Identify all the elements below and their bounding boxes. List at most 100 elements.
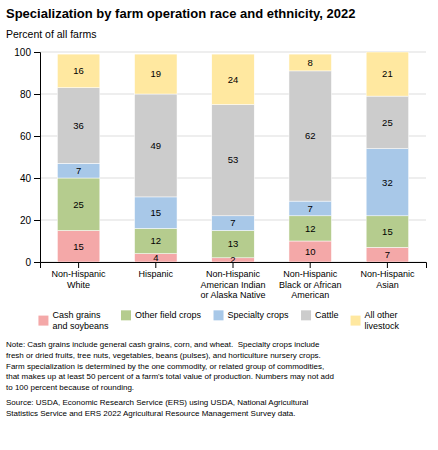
legend-item: All otherlivestock bbox=[351, 310, 400, 331]
annotation-line: Farm specialization is determined by the… bbox=[6, 362, 324, 371]
annotation: Note: Cash grains include general cash g… bbox=[6, 340, 334, 392]
y-tick-mark bbox=[34, 52, 40, 53]
bar-segment bbox=[57, 88, 99, 164]
y-tick-label: 80 bbox=[20, 89, 32, 100]
x-tick: Non-HispanicAmerican Indianor Alaska Nat… bbox=[200, 262, 265, 300]
legend-label-line: Cattle bbox=[315, 310, 339, 320]
bar-segment bbox=[57, 178, 99, 231]
data-label: 12 bbox=[305, 223, 316, 234]
x-tick-label: Non-HispanicWhite bbox=[52, 269, 107, 289]
y-tick-label: 40 bbox=[20, 173, 32, 184]
y-axis-line bbox=[34, 53, 41, 263]
x-tick-label-line: Hispanic bbox=[139, 269, 174, 279]
x-tick-label-line: Non-Hispanic bbox=[206, 269, 261, 279]
x-tick-label-line: Non-Hispanic bbox=[283, 269, 338, 279]
x-tick-mark bbox=[78, 262, 79, 268]
x-tick: Hispanic bbox=[139, 262, 174, 279]
legend-swatch bbox=[351, 316, 361, 326]
x-tick-mark bbox=[233, 262, 234, 268]
y-axis-title: Percent of all farms bbox=[6, 28, 96, 40]
data-label: 7 bbox=[230, 217, 235, 228]
y-tick-mark bbox=[34, 262, 40, 263]
bars bbox=[57, 52, 408, 262]
x-tick-label: Hispanic bbox=[139, 269, 174, 279]
x-tick-label-line: American Indian bbox=[200, 280, 265, 290]
x-tick-label: Non-HispanicAsian bbox=[360, 269, 415, 289]
data-labels: 1542107251213121571577323649536225161924… bbox=[73, 57, 392, 265]
legend-label: Cattle bbox=[315, 310, 339, 320]
data-label: 8 bbox=[308, 57, 313, 68]
x-axis: Non-HispanicWhiteHispanicNon-HispanicAme… bbox=[41, 262, 427, 300]
bar-segment bbox=[289, 241, 331, 262]
x-tick: Non-HispanicAsian bbox=[360, 262, 415, 290]
y-tick: 0 bbox=[25, 257, 40, 268]
legend-item: Specialty crops bbox=[214, 310, 290, 320]
y-tick: 20 bbox=[20, 215, 40, 226]
bar-segment bbox=[135, 197, 177, 229]
data-label: 36 bbox=[73, 120, 84, 131]
data-label: 7 bbox=[308, 203, 313, 214]
x-tick-label: Non-HispanicBlack or AfricanAmerican bbox=[279, 269, 342, 300]
legend-label-line: livestock bbox=[365, 321, 400, 331]
legend-swatch bbox=[301, 310, 311, 320]
bar-segment bbox=[289, 201, 331, 216]
bar-segment bbox=[57, 163, 99, 178]
data-label: 24 bbox=[228, 74, 239, 85]
legend-label: Specialty crops bbox=[228, 310, 290, 320]
legend: Cash grainsand soybeansOther field crops… bbox=[38, 310, 399, 331]
data-label: 15 bbox=[151, 207, 162, 218]
bar-segment bbox=[212, 105, 254, 216]
bar-segment bbox=[212, 216, 254, 231]
data-label: 62 bbox=[305, 130, 316, 141]
y-tick-label: 100 bbox=[14, 47, 31, 58]
data-label: 25 bbox=[73, 199, 84, 210]
bar-segment bbox=[366, 149, 408, 216]
data-label: 12 bbox=[151, 235, 162, 246]
y-tick: 60 bbox=[20, 131, 40, 142]
annotation: Source: USDA, Economic Research Service … bbox=[6, 398, 309, 418]
x-tick: Non-HispanicWhite bbox=[52, 262, 107, 290]
y-axis: 0 20 40 60 80 100 bbox=[14, 47, 40, 268]
annotation-line: Note: Cash grains include general cash g… bbox=[6, 340, 320, 349]
x-tick: Non-HispanicBlack or AfricanAmerican bbox=[279, 262, 342, 300]
bar-segment bbox=[212, 54, 254, 104]
annotation-line: fresh or dried fruits, tree nuts, vegeta… bbox=[6, 351, 321, 360]
bar-segment bbox=[366, 52, 408, 96]
x-axis-line bbox=[41, 263, 427, 269]
annotation-line: that makes up at least 50 percent of a f… bbox=[6, 372, 334, 381]
bar-segment bbox=[135, 94, 177, 197]
bar-segment bbox=[57, 54, 99, 88]
y-tick: 80 bbox=[20, 89, 40, 100]
x-tick-label: Non-HispanicAmerican Indianor Alaska Nat… bbox=[200, 269, 265, 300]
data-label: 21 bbox=[382, 68, 393, 79]
y-tick-mark bbox=[34, 136, 40, 137]
annotations: Note: Cash grains include general cash g… bbox=[6, 340, 334, 418]
data-label: 13 bbox=[228, 238, 239, 249]
bar-segment bbox=[289, 71, 331, 201]
x-tick-label-line: White bbox=[67, 280, 90, 290]
x-tick-mark bbox=[387, 262, 388, 268]
y-tick-mark bbox=[34, 94, 40, 95]
legend-item: Cattle bbox=[301, 310, 339, 320]
legend-label-line: and soybeans bbox=[52, 321, 109, 331]
y-tick-label: 20 bbox=[20, 215, 32, 226]
x-tick-mark bbox=[155, 262, 156, 268]
data-label: 53 bbox=[228, 154, 239, 165]
data-label: 7 bbox=[385, 249, 390, 260]
annotation-line: Statistics Service and ERS 2022 Agricult… bbox=[6, 409, 295, 418]
data-label: 32 bbox=[382, 177, 393, 188]
legend-item: Other field crops bbox=[121, 310, 202, 320]
bar-segment bbox=[366, 247, 408, 262]
data-label: 49 bbox=[151, 140, 162, 151]
legend-swatch bbox=[38, 316, 48, 326]
x-tick-mark bbox=[310, 262, 311, 268]
y-tick: 40 bbox=[20, 173, 40, 184]
legend-label-line: All other bbox=[365, 310, 398, 320]
x-tick-label-line: Black or African bbox=[279, 280, 342, 290]
x-tick-label-line: American bbox=[291, 290, 329, 300]
bar-segment bbox=[366, 96, 408, 149]
legend-label-line: Other field crops bbox=[135, 310, 202, 320]
y-tick-label: 60 bbox=[20, 131, 32, 142]
y-tick-label: 0 bbox=[25, 257, 31, 268]
y-tick-mark bbox=[34, 220, 40, 221]
